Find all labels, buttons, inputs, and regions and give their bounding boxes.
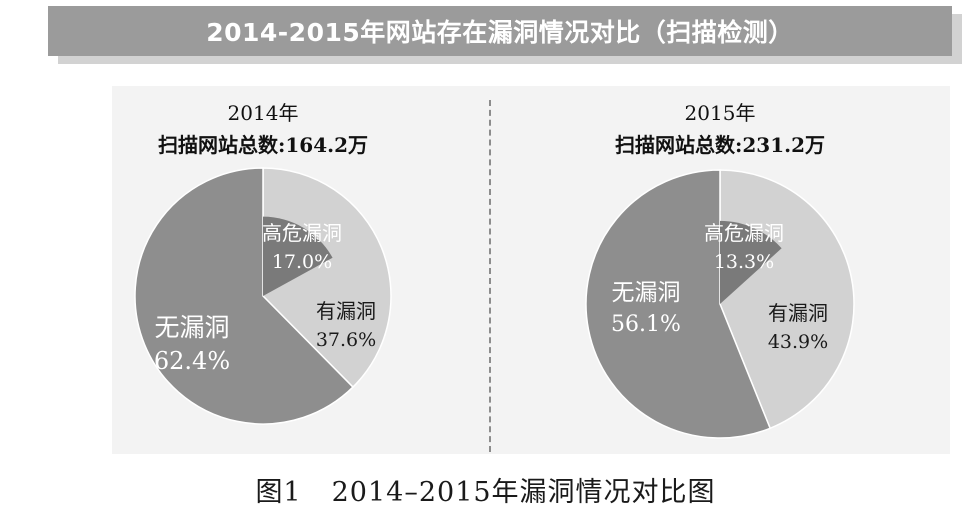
slice-label: 有漏洞 [768,301,828,325]
chart-title: 2014年 [228,101,299,125]
pie-slice-high-risk [720,220,782,304]
dashed-divider [489,100,491,452]
slice-label: 高危漏洞 [262,221,342,245]
chart-subtitle: 扫描网站总数:231.2万 [615,133,825,157]
chart-subtitle: 扫描网站总数:164.2万 [158,133,368,157]
pie-slice-high-risk [263,216,333,296]
slice-percent: 13.3% [714,251,774,273]
slice-percent: 17.0% [272,251,332,273]
slice-percent: 56.1% [611,312,681,337]
slice-label: 无漏洞 [154,313,229,342]
slice-percent: 43.9% [768,331,828,353]
figure-caption-text: 2014–2015年漏洞情况对比图 [331,477,716,508]
banner-title: 2014-2015年网站存在漏洞情况对比（扫描检测） [206,18,794,47]
title-banner: 2014-2015年网站存在漏洞情况对比（扫描检测） [48,6,952,56]
slice-label: 无漏洞 [612,280,681,306]
figure-number: 图1 [255,477,302,508]
slice-label: 有漏洞 [316,299,376,323]
slice-label: 高危漏洞 [704,221,784,245]
pie-slice-no-vuln [585,169,772,439]
slice-percent: 37.6% [316,329,376,351]
pie-slice-no-vuln [134,167,355,425]
chart-title: 2015年 [685,101,756,125]
figure-caption: 图1 2014–2015年漏洞情况对比图 [0,470,971,509]
slice-percent: 62.4% [154,347,230,375]
pie-slice-has-vuln [262,167,392,389]
